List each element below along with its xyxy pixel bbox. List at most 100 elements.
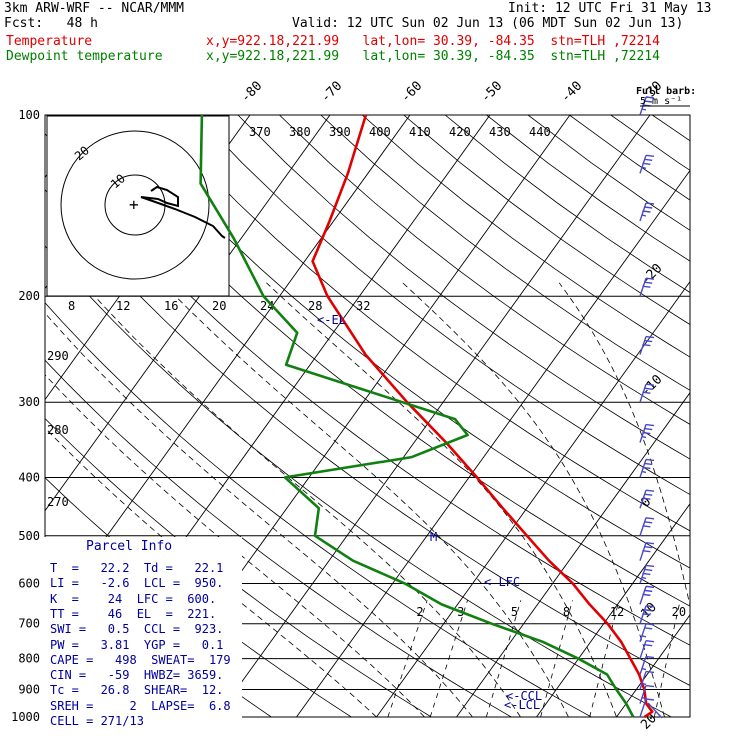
theta-label-low: 290	[47, 349, 69, 363]
isobar-label-300: 300	[18, 395, 40, 409]
mixing-ratio-label: 2	[416, 605, 423, 619]
temperature-tick-label: -50	[478, 79, 505, 106]
hodograph-speed-label: 8	[68, 299, 75, 313]
forecast-hour: Fcst: 48 h	[4, 16, 98, 31]
wind-barb	[639, 698, 655, 718]
hodograph-speed-label: 32	[356, 299, 370, 313]
dry-adiabat	[444, 115, 690, 293]
isotherm	[296, 169, 690, 717]
wind-barb	[639, 458, 655, 478]
isobar-label-1000: 1000	[11, 710, 40, 724]
el-marker: <-EL	[317, 313, 346, 327]
isobar-label-700: 700	[18, 617, 40, 631]
theta-label: 390	[329, 125, 351, 139]
wind-barb	[639, 277, 655, 297]
temperature-tick-label: -20	[638, 261, 665, 288]
theta-label: 380	[289, 125, 311, 139]
isobar-label-400: 400	[18, 470, 40, 484]
isobar-label-900: 900	[18, 682, 40, 696]
wind-barb	[639, 564, 655, 584]
theta-label: 370	[249, 125, 271, 139]
hodograph-speed-label: 16	[164, 299, 178, 313]
isotherm	[697, 115, 740, 717]
wind-barb	[639, 585, 655, 605]
dry-adiabat	[320, 115, 690, 391]
temperature-tick-label: -80	[238, 79, 265, 106]
temperature-legend: Temperature	[6, 34, 93, 49]
parcel-info-row: TT = 46 EL = 221.	[50, 606, 217, 621]
dry-adiabat	[694, 115, 740, 717]
hodograph-speed-label: 28	[308, 299, 322, 313]
dry-adiabat	[45, 302, 592, 717]
wind-barb	[639, 542, 655, 561]
dry-adiabat	[71, 115, 690, 607]
wind-barb	[639, 639, 655, 659]
dry-adiabat	[735, 115, 740, 717]
wind-barb	[639, 383, 655, 403]
theta-label: 410	[409, 125, 431, 139]
hodograph-ring-outer	[60, 130, 210, 280]
dewpoint-station-info: x,y=922.18,221.99 lat,lon= 30.39, -84.35…	[206, 49, 660, 64]
valid-time: Valid: 12 UTC Sun 02 Jun 13 (06 MDT Sun …	[292, 16, 684, 31]
dry-adiabat	[45, 245, 672, 717]
moist-adiabat	[45, 312, 473, 717]
dry-adiabat	[113, 115, 690, 569]
parcel-info-title: Parcel Info	[86, 539, 173, 554]
parcel-info-row: CIN = -59 HWBZ= 3659.	[50, 668, 224, 683]
theta-label-low: 280	[47, 423, 69, 437]
wind-barb	[639, 684, 655, 704]
hodograph-speed-label: 12	[116, 299, 130, 313]
wind-barb	[639, 623, 655, 643]
wind-barb	[639, 655, 655, 675]
dry-adiabat	[45, 188, 690, 686]
plot-frame	[44, 114, 691, 718]
dewpoint-profile	[199, 114, 635, 718]
isotherm	[45, 115, 331, 512]
isobar-label-800: 800	[18, 652, 40, 666]
parcel-info-row: SWI = 0.5 CCL = 923.	[50, 622, 224, 637]
isotherm	[536, 503, 690, 717]
model-title: 3km ARW-WRF -- NCAR/MMM	[4, 1, 185, 16]
hodograph-trace	[140, 185, 226, 239]
barb-legend-title: Full barb:	[636, 86, 696, 97]
hodograph-speed-label: 20	[212, 299, 226, 313]
mixing-ratio-label: 8	[563, 605, 570, 619]
dry-adiabat	[45, 359, 512, 717]
temperature-tick-label: -70	[318, 79, 345, 106]
isotherm	[456, 391, 690, 717]
theta-label: 420	[449, 125, 471, 139]
dry-adiabat	[279, 115, 690, 425]
moist-adiabat	[558, 282, 690, 608]
hodograph-center: +	[129, 195, 139, 214]
isotherm	[376, 280, 690, 717]
hodograph-frame	[46, 115, 230, 297]
dry-adiabat	[196, 115, 690, 496]
parcel-info-row: PW = 3.81 YGP = 0.1	[50, 637, 224, 652]
theta-label: 400	[369, 125, 391, 139]
wind-barb	[639, 154, 655, 174]
temperature-tick-label: -40	[558, 79, 585, 106]
dry-adiabat	[361, 115, 690, 358]
wind-barb	[639, 670, 655, 690]
temperature-profile	[311, 114, 654, 719]
parcel-info-row: K = 24 LFC = 600.	[50, 591, 217, 606]
mixing-ratio-label: 5	[511, 605, 518, 619]
wind-barb	[639, 517, 655, 537]
moist-adiabat	[402, 282, 665, 717]
dry-adiabat	[569, 115, 690, 201]
m-marker: M	[430, 530, 437, 544]
barb-legend-unit: 5 m s⁻¹	[640, 96, 682, 107]
dry-adiabat	[486, 115, 690, 262]
mixing-ratio-label: 12	[610, 605, 624, 619]
theta-label-low: 270	[47, 495, 69, 509]
dry-adiabat	[237, 115, 690, 460]
isotherm	[616, 614, 690, 717]
lfc-marker: < LFC	[484, 575, 520, 589]
wind-barb	[639, 423, 655, 443]
theta-label: 440	[529, 125, 551, 139]
moist-adiabat	[266, 282, 617, 717]
isobar-label-500: 500	[18, 529, 40, 543]
